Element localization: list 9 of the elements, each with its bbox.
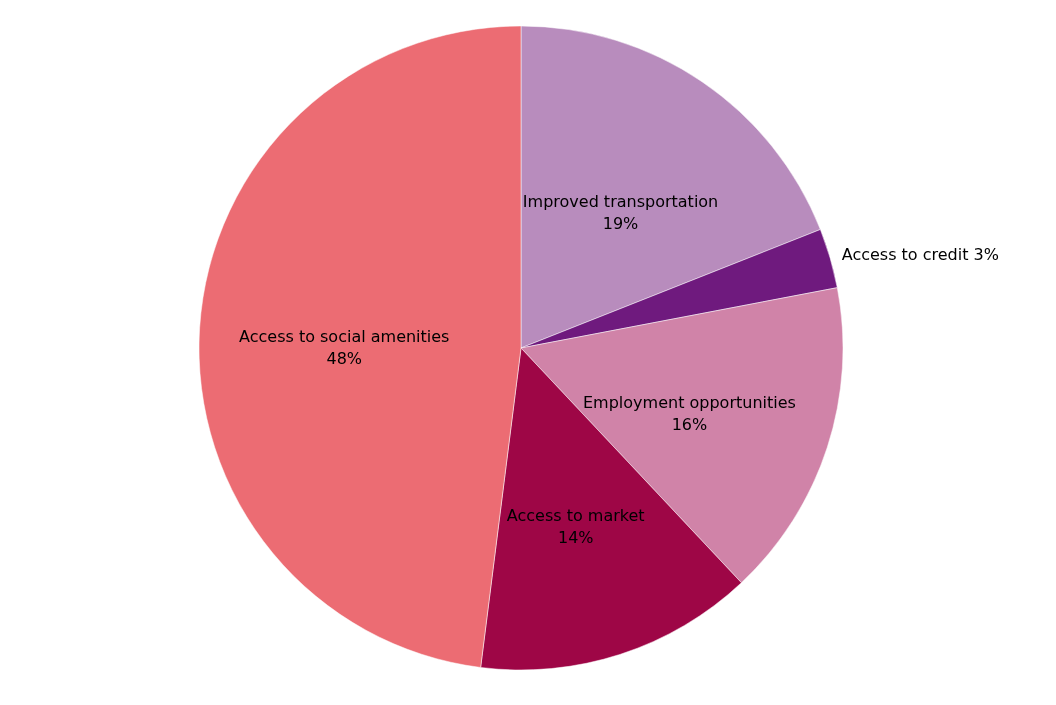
data-label: 14% [557,528,594,548]
slice-label: Employment opportunities [583,392,796,412]
slice-label: Access to market [506,506,645,526]
slice-label: Improved transportation [522,191,719,211]
slice-label: Access to social amenities [239,326,450,346]
data-label: 48% [326,348,363,368]
data-label: 19% [602,213,639,233]
slice-label: Access to credit 3% [841,244,999,264]
data-label: 16% [671,414,708,434]
